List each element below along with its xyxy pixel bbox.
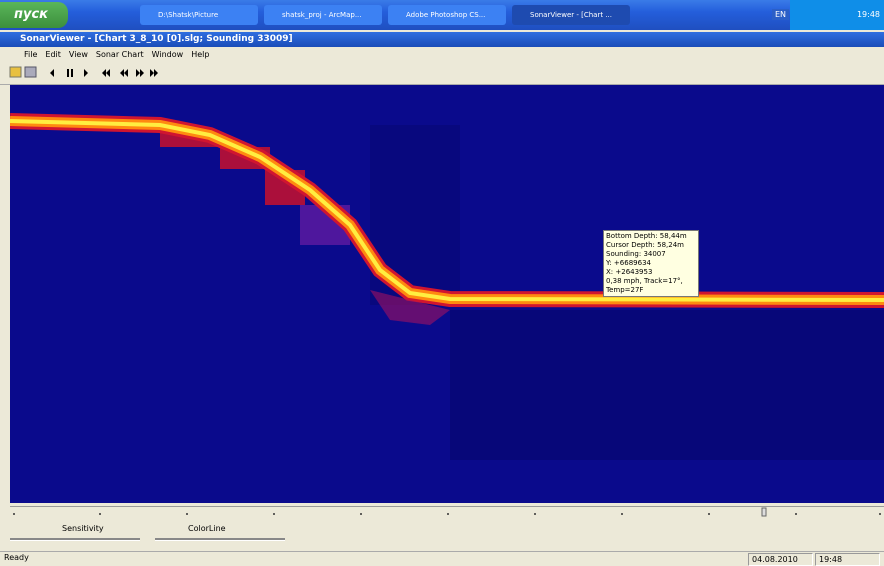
tooltip-line: Bottom Depth: 58,44m — [606, 232, 687, 240]
menu-item[interactable]: View — [68, 50, 88, 59]
tooltip-line: X: +2643953 — [606, 268, 653, 276]
status-text: Ready — [4, 553, 29, 562]
tooltip-line: Temp=27F — [606, 286, 644, 294]
sensitivity-slider[interactable]: Sensitivity — [62, 524, 104, 533]
taskbar: пуск D:\Shatsk\Picture shatsk_proj - ArcM… — [0, 0, 884, 30]
slider-track[interactable] — [10, 538, 140, 541]
tooltip-line: Y: +6689634 — [606, 259, 651, 267]
colorline-slider[interactable]: ColorLine — [188, 524, 226, 533]
slider-label: ColorLine — [188, 524, 226, 533]
menu-item[interactable]: Sonar Chart — [95, 50, 144, 59]
position-ruler[interactable] — [10, 506, 884, 519]
status-date: 04.08.2010 — [748, 553, 813, 566]
taskbar-button[interactable]: SonarViewer - [Chart ... — [512, 5, 630, 25]
taskbar-button[interactable]: D:\Shatsk\Picture — [140, 5, 258, 25]
taskbar-button[interactable]: Adobe Photoshop CS... — [388, 5, 506, 25]
toolbar — [0, 62, 884, 85]
window-title: SonarViewer - [Chart 3_8_10 [0].slg; Sou… — [0, 32, 884, 47]
tooltip-line: Cursor Depth: 58,24m — [606, 241, 684, 249]
toolbar-icons — [9, 66, 158, 78]
slider-label: Sensitivity — [62, 524, 104, 533]
menu-bar: File Edit View Sonar Chart Window Help — [0, 48, 884, 61]
start-button[interactable]: пуск — [0, 2, 68, 28]
sonar-display[interactable] — [10, 85, 884, 503]
language[interactable]: EN — [772, 9, 790, 20]
status-time: 19:48 — [815, 553, 880, 566]
tooltip: Bottom Depth: 58,44m Cursor Depth: 58,24m… — [603, 230, 699, 297]
print-icon[interactable] — [24, 66, 37, 78]
tooltip-line: 0,38 mph, Track=17°, — [606, 277, 683, 285]
tooltip-line: Sounding: 34007 — [606, 250, 666, 258]
open-icon[interactable] — [9, 66, 22, 78]
playback-controls[interactable] — [50, 69, 158, 77]
taskbar-button[interactable]: shatsk_proj - ArcMap... — [264, 5, 382, 25]
tray-clock: 19:48 — [790, 0, 884, 30]
status-bar: Ready 04.08.2010 19:48 — [0, 551, 884, 566]
slider-track[interactable] — [155, 538, 285, 541]
menu-item[interactable]: Help — [191, 50, 210, 59]
menu-item[interactable]: Window — [151, 50, 184, 59]
menu-item[interactable]: File — [24, 50, 38, 59]
task-list: D:\Shatsk\Picture shatsk_proj - ArcMap...… — [140, 5, 630, 25]
menu-item[interactable]: Edit — [45, 50, 61, 59]
